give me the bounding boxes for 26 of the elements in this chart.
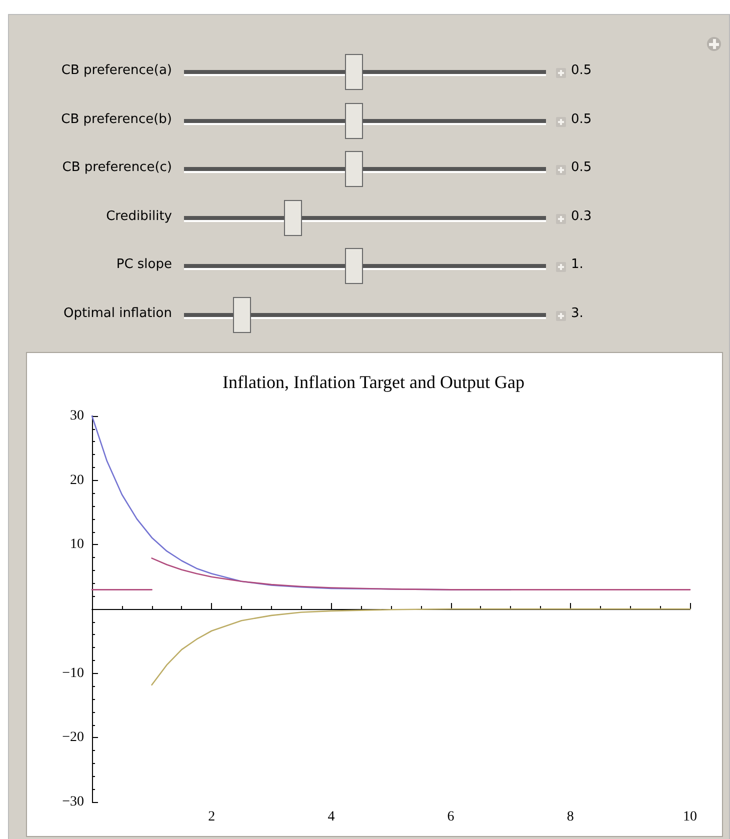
x-tick-label: 2	[208, 810, 216, 824]
x-tick-label: 4	[328, 810, 335, 824]
line-series	[151, 558, 691, 590]
y-tick-label: −10	[62, 666, 84, 681]
chart-title: Inflation, Inflation Target and Output Gap	[221, 372, 526, 393]
y-tick-label: 10	[70, 537, 84, 552]
x-tick-label: 8	[566, 810, 574, 824]
y-tick-label: −20	[62, 730, 84, 746]
y-tick-label: 30	[70, 408, 84, 424]
text: 3.	[571, 306, 584, 320]
text: 0.5	[571, 160, 592, 175]
text: CB preference(b)	[61, 112, 172, 126]
text: 0.5	[571, 63, 592, 78]
y-tick-label: 20	[70, 472, 84, 488]
text: CB preference(c)	[62, 160, 172, 175]
x-tick-label: 10	[683, 810, 697, 824]
line-series	[151, 608, 691, 686]
text: 0.3	[571, 208, 592, 224]
text: Credibility	[106, 208, 172, 224]
text: 1.	[571, 257, 584, 272]
x-tick-label: 6	[447, 810, 454, 824]
text: PC slope	[116, 257, 172, 272]
text: CB preference(a)	[61, 63, 172, 78]
y-tick-label: −30	[62, 794, 84, 810]
text: Optimal inflation	[64, 306, 172, 320]
text: 0.5	[571, 112, 592, 126]
